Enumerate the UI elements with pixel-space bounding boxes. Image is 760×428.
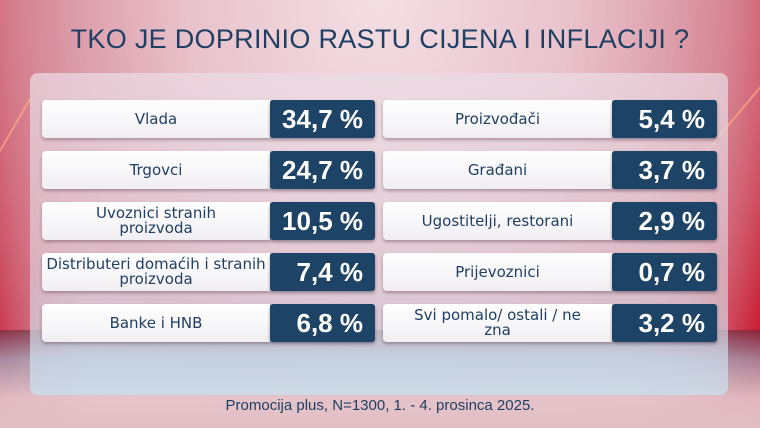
result-label: Trgovci: [42, 151, 270, 189]
source-footnote: Promocija plus, N=1300, 1. - 4. prosinca…: [225, 397, 535, 414]
result-row: Vlada 34,7 %: [42, 100, 375, 138]
result-value: 2,9 %: [612, 202, 717, 240]
result-label: Uvoznici stranih proizvoda: [42, 202, 270, 240]
decorative-streak: [0, 98, 31, 152]
result-row: Uvoznici stranih proizvoda 10,5 %: [42, 202, 375, 240]
result-label: Banke i HNB: [42, 304, 270, 342]
result-label: Ugostitelji, restorani: [383, 202, 612, 240]
result-row: Trgovci 24,7 %: [42, 151, 375, 189]
result-value: 34,7 %: [270, 100, 375, 138]
result-label: Proizvođači: [383, 100, 612, 138]
result-row: Distributeri domaćih i stranih proizvoda…: [42, 253, 375, 291]
page-title: TKO JE DOPRINIO RASTU CIJENA I INFLACIJI…: [70, 24, 690, 54]
result-label: Građani: [383, 151, 612, 189]
result-value: 5,4 %: [612, 100, 717, 138]
result-value: 7,4 %: [270, 253, 375, 291]
result-row: Prijevoznici 0,7 %: [383, 253, 717, 291]
result-row: Proizvođači 5,4 %: [383, 100, 717, 138]
result-value: 3,2 %: [612, 304, 717, 342]
result-label: Svi pomalo/ ostali / ne zna: [383, 304, 612, 342]
result-row: Svi pomalo/ ostali / ne zna 3,2 %: [383, 304, 717, 342]
result-value: 3,7 %: [612, 151, 717, 189]
result-row: Građani 3,7 %: [383, 151, 717, 189]
result-value: 24,7 %: [270, 151, 375, 189]
result-value: 0,7 %: [612, 253, 717, 291]
result-label: Distributeri domaćih i stranih proizvoda: [42, 253, 270, 291]
result-row: Banke i HNB 6,8 %: [42, 304, 375, 342]
result-label: Prijevoznici: [383, 253, 612, 291]
result-row: Ugostitelji, restorani 2,9 %: [383, 202, 717, 240]
result-label: Vlada: [42, 100, 270, 138]
result-value: 6,8 %: [270, 304, 375, 342]
result-value: 10,5 %: [270, 202, 375, 240]
